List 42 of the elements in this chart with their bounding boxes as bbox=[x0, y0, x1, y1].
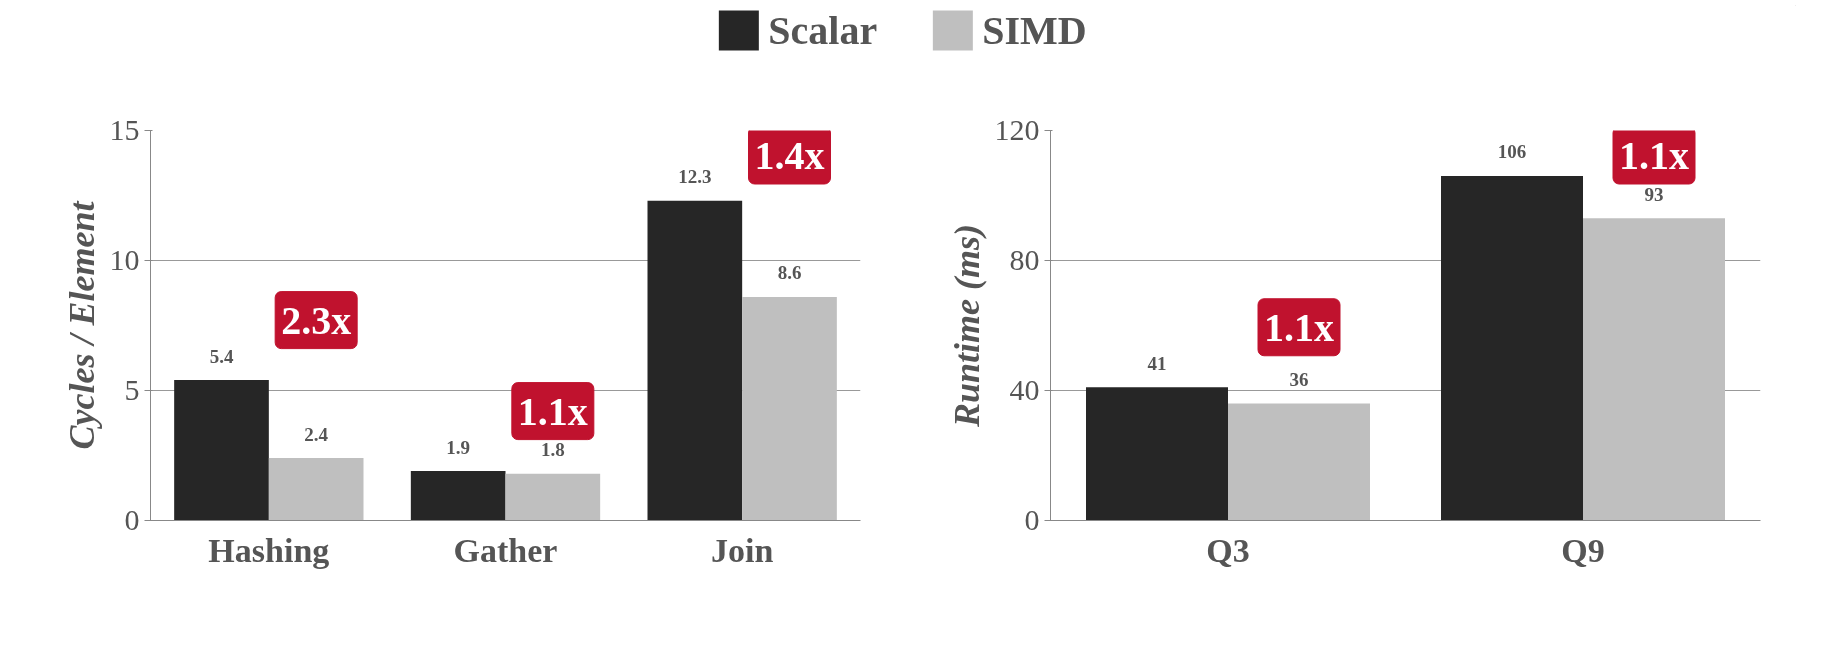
data-label: 93 bbox=[1644, 183, 1664, 205]
bar bbox=[742, 296, 837, 521]
annotation: 1.4x bbox=[754, 133, 825, 178]
legend-label: Scalar bbox=[768, 6, 878, 54]
y-tick-label: 0 bbox=[1024, 503, 1040, 536]
bar bbox=[1228, 403, 1370, 521]
data-label: 2.4 bbox=[304, 423, 329, 445]
y-tick-label: 80 bbox=[1009, 243, 1040, 276]
data-label: 1.8 bbox=[540, 439, 565, 461]
legend-label: SIMD bbox=[982, 6, 1087, 54]
y-axis-title: Cycles / Element bbox=[61, 200, 102, 450]
bar bbox=[505, 473, 601, 521]
data-label: 41 bbox=[1147, 352, 1167, 374]
x-tick-label: Q3 bbox=[1206, 531, 1250, 569]
y-tick-label: 40 bbox=[1009, 373, 1040, 406]
x-tick-label: Q9 bbox=[1561, 531, 1605, 569]
bar bbox=[1583, 218, 1725, 521]
y-axis-title: Runtime (ms) bbox=[946, 223, 987, 429]
bar bbox=[647, 200, 743, 521]
y-tick-label: 0 bbox=[124, 503, 140, 536]
data-label: 12.3 bbox=[678, 166, 712, 188]
bar bbox=[174, 380, 269, 521]
y-tick-label: 120 bbox=[994, 113, 1040, 146]
bar bbox=[1441, 176, 1583, 521]
data-label: 5.4 bbox=[209, 345, 234, 367]
x-tick-label: Gather bbox=[453, 531, 558, 569]
annotation: 1.1x bbox=[517, 388, 588, 434]
bar bbox=[410, 471, 506, 521]
data-label: 36 bbox=[1289, 368, 1309, 390]
y-tick-label: 10 bbox=[109, 243, 140, 276]
data-label: 1.9 bbox=[446, 436, 471, 458]
data-label: 106 bbox=[1497, 141, 1527, 163]
bar bbox=[1086, 387, 1228, 521]
y-tick-label: 5 bbox=[124, 373, 140, 406]
data-label: 8.6 bbox=[777, 262, 802, 284]
annotation: 1.1x bbox=[1619, 133, 1689, 178]
annotation: 1.1x bbox=[1264, 304, 1334, 350]
annotation: 2.3x bbox=[281, 297, 352, 343]
y-tick-label: 15 bbox=[109, 113, 140, 146]
bar bbox=[268, 458, 364, 521]
x-tick-label: Join bbox=[710, 531, 774, 569]
x-tick-label: Hashing bbox=[208, 531, 330, 569]
